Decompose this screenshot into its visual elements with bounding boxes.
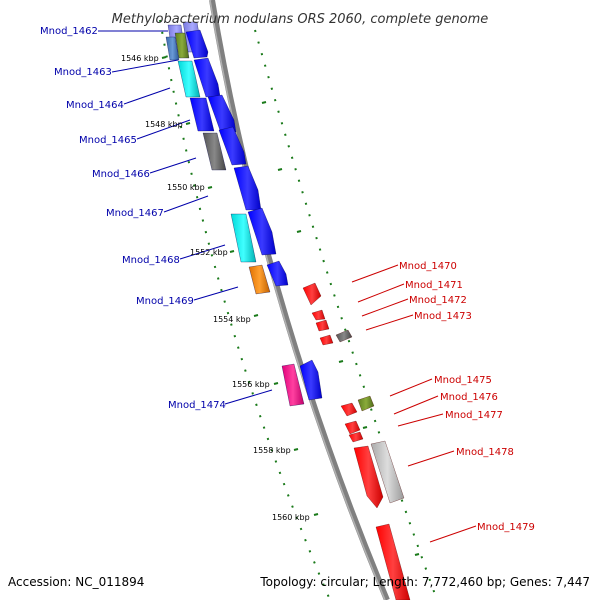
gene-label[interactable]: Mnod_1467 xyxy=(106,208,164,219)
accession-text: Accession: NC_011894 xyxy=(8,575,144,589)
gene-feature[interactable] xyxy=(177,60,201,98)
gene-feature[interactable] xyxy=(247,207,277,256)
gene-label[interactable]: Mnod_1474 xyxy=(168,400,226,411)
genome-backbone xyxy=(209,0,390,600)
gene-feature[interactable] xyxy=(202,132,227,171)
gene-feature[interactable] xyxy=(218,126,247,166)
forward-strand-genes xyxy=(165,21,323,407)
gene-feature[interactable] xyxy=(315,319,330,332)
gene-feature[interactable] xyxy=(344,420,361,435)
gene-feature[interactable] xyxy=(193,57,221,98)
gene-feature[interactable] xyxy=(248,264,271,295)
kbp-label: 1556 kbp xyxy=(232,380,270,389)
gene-label[interactable]: Mnod_1477 xyxy=(445,410,503,421)
gene-label[interactable]: Mnod_1464 xyxy=(66,100,124,111)
gene-feature[interactable] xyxy=(335,329,353,343)
reverse-label-leaders xyxy=(351,264,477,543)
reverse-strand-genes xyxy=(302,282,411,600)
gene-label[interactable]: Mnod_1475 xyxy=(434,375,492,386)
gene-label[interactable]: Mnod_1472 xyxy=(409,295,467,306)
forward-gene-labels: Mnod_1462 Mnod_1463 Mnod_1464 Mnod_1465 … xyxy=(40,26,226,411)
gene-feature[interactable] xyxy=(281,363,305,407)
gene-feature[interactable] xyxy=(266,260,289,287)
gene-feature[interactable] xyxy=(189,97,215,132)
gene-feature[interactable] xyxy=(353,445,384,509)
gene-label[interactable]: Mnod_1465 xyxy=(79,135,137,146)
kbp-label: 1548 kbp xyxy=(145,120,183,129)
genome-summary-text: Topology: circular; Length: 7,772,460 bp… xyxy=(259,575,590,589)
gene-feature[interactable] xyxy=(340,402,358,417)
track-guides xyxy=(159,19,438,600)
gene-feature[interactable] xyxy=(311,309,326,321)
gene-label[interactable]: Mnod_1476 xyxy=(440,392,498,403)
gene-feature[interactable] xyxy=(319,334,334,346)
gene-label[interactable]: Mnod_1468 xyxy=(122,255,180,266)
gene-feature[interactable] xyxy=(357,395,375,412)
gene-feature[interactable] xyxy=(230,213,257,263)
kbp-label: 1558 kbp xyxy=(253,446,291,455)
gene-label[interactable]: Mnod_1466 xyxy=(92,169,150,180)
gene-label[interactable]: Mnod_1469 xyxy=(136,296,194,307)
reverse-gene-labels: Mnod_1470 Mnod_1471 Mnod_1472 Mnod_1473 … xyxy=(399,261,535,533)
map-title: Methylobacterium nodulans ORS 2060, comp… xyxy=(112,12,489,27)
gene-label[interactable]: Mnod_1473 xyxy=(414,311,472,322)
kbp-label: 1546 kbp xyxy=(121,54,159,63)
gene-label[interactable]: Mnod_1478 xyxy=(456,447,514,458)
kbp-label: 1552 kbp xyxy=(190,248,228,257)
gene-feature[interactable] xyxy=(299,359,323,401)
gene-feature[interactable] xyxy=(207,94,237,134)
inner-track-guide xyxy=(254,29,438,600)
gene-label[interactable]: Mnod_1470 xyxy=(399,261,457,272)
gene-feature[interactable] xyxy=(165,36,180,61)
gene-feature[interactable] xyxy=(370,440,405,504)
gene-feature[interactable] xyxy=(348,431,364,443)
forward-label-leaders xyxy=(98,30,273,405)
kbp-label: 1560 kbp xyxy=(272,513,310,522)
kbp-label: 1554 kbp xyxy=(213,315,251,324)
gene-label[interactable]: Mnod_1462 xyxy=(40,26,98,37)
gene-feature[interactable] xyxy=(233,165,262,211)
kbp-ticks xyxy=(161,56,319,516)
gene-feature[interactable] xyxy=(174,32,190,59)
kbp-labels: 1546 kbp 1548 kbp 1550 kbp 1552 kbp 1554… xyxy=(121,54,310,522)
gene-feature[interactable] xyxy=(375,523,411,600)
gene-label[interactable]: Mnod_1471 xyxy=(405,280,463,291)
gene-label[interactable]: Mnod_1479 xyxy=(477,522,535,533)
kbp-label: 1550 kbp xyxy=(167,183,205,192)
gene-label[interactable]: Mnod_1463 xyxy=(54,67,112,78)
gene-feature[interactable] xyxy=(185,29,209,59)
gene-feature[interactable] xyxy=(302,282,322,306)
